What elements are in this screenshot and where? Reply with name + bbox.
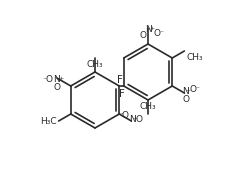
Text: CH₃: CH₃: [140, 102, 156, 111]
Text: F: F: [117, 75, 123, 85]
Text: +: +: [186, 88, 191, 92]
Text: ⁻: ⁻: [119, 110, 123, 120]
Text: O: O: [53, 83, 61, 92]
Text: N: N: [53, 75, 60, 84]
Text: N: N: [129, 115, 136, 124]
Text: +: +: [58, 75, 63, 81]
Text: ⁻: ⁻: [159, 29, 163, 38]
Text: CH₃: CH₃: [186, 53, 203, 62]
Text: F: F: [119, 89, 125, 99]
Text: O: O: [136, 115, 143, 124]
Text: H₃C: H₃C: [40, 116, 57, 125]
Text: O: O: [139, 31, 147, 40]
Text: O: O: [190, 84, 197, 94]
Text: ⁻: ⁻: [195, 84, 199, 94]
Text: +: +: [133, 115, 138, 121]
Text: CH₃: CH₃: [87, 60, 103, 69]
Text: N: N: [145, 26, 151, 35]
Text: N: N: [182, 88, 189, 97]
Text: O: O: [45, 75, 52, 84]
Text: ⁻: ⁻: [43, 75, 47, 84]
Text: O: O: [183, 95, 190, 104]
Text: O: O: [154, 29, 160, 38]
Text: +: +: [149, 26, 155, 30]
Text: O: O: [122, 110, 129, 120]
